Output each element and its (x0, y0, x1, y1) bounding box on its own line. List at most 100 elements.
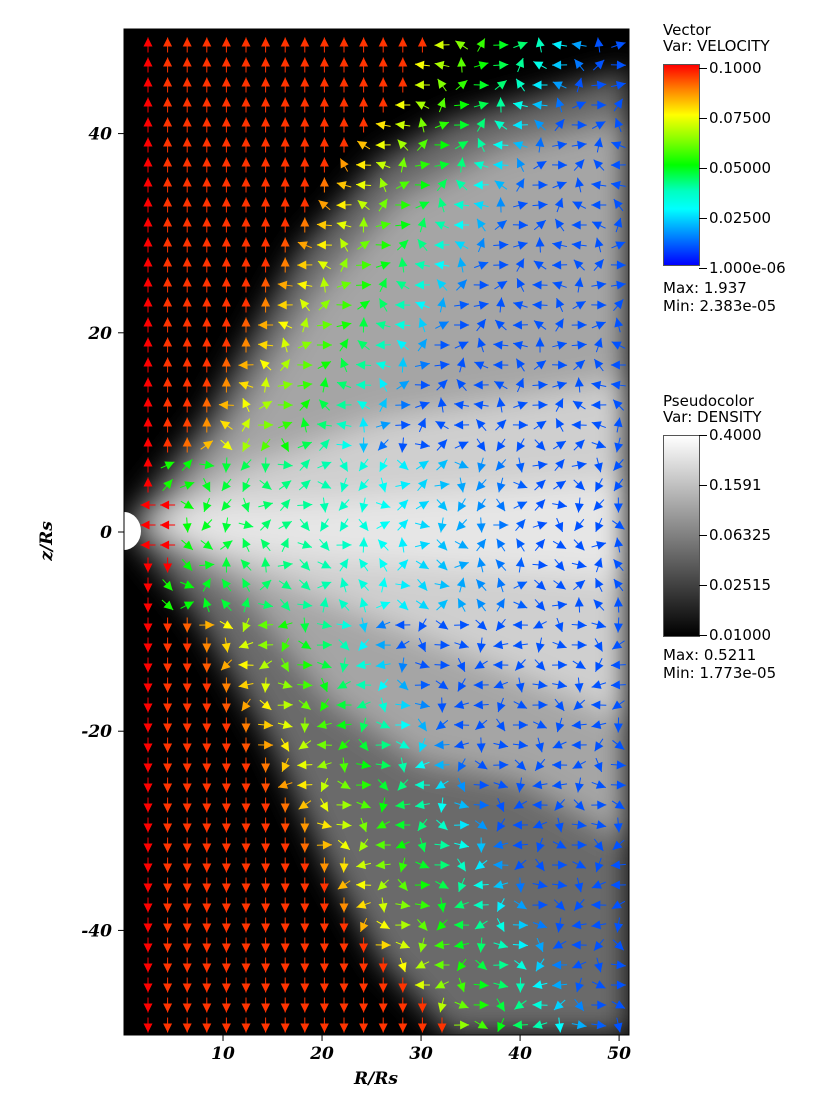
velocity-tick-5: 1.000e-06 (699, 260, 786, 276)
vector-head (182, 743, 192, 753)
vector-head (517, 201, 528, 210)
vector-head (456, 482, 466, 493)
vector-head (163, 479, 173, 490)
vector-head (614, 800, 625, 810)
vector-head (612, 640, 623, 650)
vector-head (591, 421, 602, 430)
vector-head (143, 703, 153, 713)
vector-head (400, 220, 411, 230)
vector-head (375, 840, 385, 850)
vector-head (163, 763, 173, 773)
vector-head (359, 217, 369, 227)
vector-head (552, 980, 562, 990)
vector-head (280, 843, 290, 853)
vector-head (614, 922, 624, 933)
vector-head (401, 920, 411, 930)
vector-head (316, 740, 327, 750)
vector-head (143, 783, 153, 793)
vector-head (517, 581, 528, 590)
vector-head (395, 820, 405, 830)
vector-head (596, 541, 607, 550)
vector-head (512, 1020, 523, 1030)
vector-head (297, 260, 307, 270)
vector-head (280, 1003, 290, 1013)
vector-head (476, 943, 486, 953)
vector-head (594, 462, 603, 473)
vector-head (454, 200, 464, 210)
vector-head (535, 580, 546, 591)
vector-head (496, 80, 507, 90)
vector-head (320, 540, 330, 551)
vector-head (398, 357, 408, 367)
vector-head (496, 801, 505, 812)
vector-head (163, 337, 173, 347)
vector-head (515, 557, 525, 568)
vector-head (477, 960, 487, 970)
vector-head (418, 920, 428, 931)
vector-head (300, 317, 309, 328)
vector-head (473, 200, 484, 210)
vector-head (241, 157, 251, 167)
vector-head (221, 217, 231, 227)
vector-head (594, 237, 604, 248)
vector-head (575, 580, 586, 590)
vector-head (512, 320, 523, 330)
vector-head (499, 40, 509, 50)
vector-head (438, 321, 449, 330)
vector-head (537, 521, 548, 530)
vector-head (339, 57, 349, 67)
vector-head (476, 598, 486, 609)
vector-head (202, 37, 212, 47)
vector-head (516, 782, 526, 793)
vector-head (202, 863, 212, 873)
vector-head (440, 640, 450, 650)
vector-head (357, 200, 368, 210)
vector-head (596, 280, 607, 290)
vector-head (261, 863, 271, 873)
vector-head (493, 840, 504, 849)
vector-head (571, 720, 582, 730)
vector-head (532, 300, 542, 310)
vector-head (261, 803, 271, 813)
vector-head (610, 360, 620, 370)
vector-head (379, 920, 390, 929)
vector-head (375, 321, 386, 330)
vector-head (517, 600, 528, 609)
vector-head (616, 760, 626, 770)
vector-head (339, 77, 349, 87)
vector-head (595, 862, 604, 873)
vector-head (417, 641, 426, 652)
vector-head (572, 400, 583, 410)
vector-head (143, 1023, 153, 1033)
vector-head (415, 960, 426, 969)
vector-head (280, 943, 290, 953)
vector-head (454, 900, 465, 909)
vector-head (419, 860, 430, 869)
vector-head (517, 480, 528, 489)
vector-head (613, 399, 623, 410)
density-tick-4: 0.02515 (699, 577, 771, 593)
vector-head (300, 963, 310, 973)
vector-head (401, 720, 411, 730)
vector-head (574, 503, 584, 513)
vector-head (572, 201, 583, 210)
vector-head (532, 80, 542, 90)
vector-head (182, 277, 192, 287)
vector-head (143, 477, 153, 487)
vector-head (164, 461, 175, 470)
vector-head (357, 141, 368, 150)
vector-head (493, 660, 503, 670)
vector-head (182, 803, 192, 813)
vector-head (280, 237, 290, 247)
vector-head (280, 538, 289, 549)
vector-head (535, 499, 546, 510)
vector-head (221, 883, 231, 893)
vector-head (163, 417, 173, 427)
vector-head (611, 900, 622, 909)
vector-head (182, 663, 192, 673)
vector-head (163, 643, 173, 653)
vector-head (535, 660, 546, 671)
vector-head (338, 500, 349, 511)
vector-head (202, 317, 212, 327)
vector-head (535, 941, 544, 952)
